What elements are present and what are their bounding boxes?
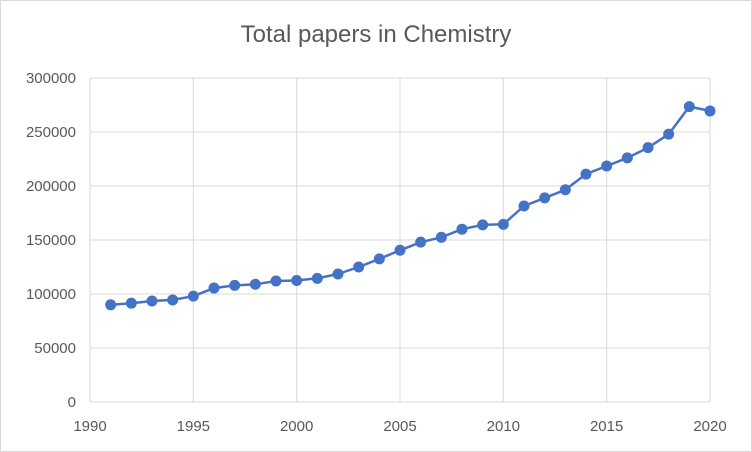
data-point (704, 105, 716, 117)
x-tick-label: 1995 (177, 418, 210, 435)
gridlines (89, 77, 711, 403)
x-tick-label: 2000 (280, 418, 313, 435)
data-point (125, 297, 137, 309)
x-tick-label: 2020 (693, 418, 726, 435)
data-point (580, 168, 592, 180)
y-tick-label: 50000 (34, 340, 76, 357)
chart-title: Total papers in Chemistry (240, 21, 512, 48)
data-point (539, 192, 551, 204)
x-tick-label: 2015 (590, 418, 623, 435)
data-point (518, 200, 530, 212)
data-point (435, 231, 447, 243)
data-point (291, 275, 303, 286)
y-axis-tick-labels: 0 50000 100000 150000 200000 250000 300000 (26, 70, 76, 411)
y-tick-label: 200000 (26, 178, 76, 195)
x-tick-label: 1990 (73, 418, 106, 435)
data-point (683, 101, 695, 113)
data-point (497, 218, 509, 230)
data-point (415, 236, 427, 248)
y-tick-label: 150000 (26, 232, 76, 249)
data-point (353, 261, 365, 273)
data-point (373, 253, 385, 265)
data-point (601, 160, 613, 172)
y-tick-label: 300000 (26, 70, 76, 87)
x-axis-tick-labels: 1990 1995 2000 2005 2010 2015 2020 (73, 418, 726, 435)
data-point (208, 282, 220, 294)
data-point (559, 184, 571, 196)
y-tick-label: 250000 (26, 124, 76, 141)
series-line (110, 105, 711, 307)
x-tick-label: 2005 (383, 418, 416, 435)
data-point (270, 275, 282, 287)
series-layer (105, 101, 716, 311)
data-point (229, 279, 241, 291)
data-point (642, 142, 654, 154)
data-point (621, 152, 633, 164)
y-tick-label: 0 (68, 394, 76, 411)
y-tick-label: 100000 (26, 286, 76, 303)
x-tick-label: 2010 (487, 418, 520, 435)
data-point (332, 268, 344, 280)
data-point (456, 223, 468, 235)
data-point (311, 272, 323, 284)
data-point (105, 299, 117, 311)
data-point (146, 295, 158, 307)
data-point (394, 244, 406, 256)
data-point (477, 219, 489, 231)
data-point (187, 290, 199, 302)
data-point (663, 128, 675, 140)
data-point (249, 278, 261, 290)
data-point (167, 294, 179, 306)
